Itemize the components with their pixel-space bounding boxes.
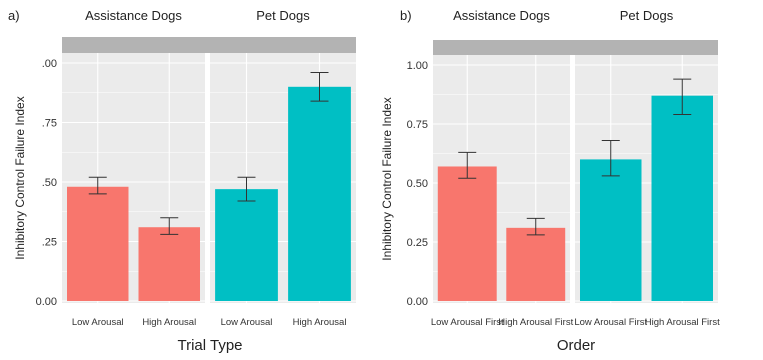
facet-title: Assistance Dogs [453, 8, 550, 23]
category-label: Low Arousal [221, 317, 273, 328]
category-label: High Arousal First [498, 317, 573, 328]
category-label: High Arousal [293, 317, 347, 328]
bar [215, 189, 278, 301]
y-tick-label: .25 [42, 237, 57, 249]
y-axis-title: Inhibitory Control Failure Index [13, 96, 27, 259]
y-tick-label: 0.00 [407, 296, 428, 308]
y-tick-label: 0.25 [407, 237, 428, 249]
x-axis-title: Trial Type [177, 337, 242, 354]
facet-title: Assistance Dogs [85, 8, 182, 23]
x-axis-title: Order [557, 337, 595, 354]
y-tick-label: 0.75 [407, 119, 428, 131]
category-label: Low Arousal [72, 317, 124, 328]
bar [437, 166, 497, 301]
y-tick-label: .00 [42, 58, 57, 70]
category-label: High Arousal [142, 317, 196, 328]
y-tick-label: 0.50 [407, 178, 428, 190]
y-tick-label: .50 [42, 177, 57, 189]
bar [138, 227, 200, 301]
bar [651, 95, 713, 302]
y-tick-label: 0.00 [36, 296, 57, 308]
facet-strip [433, 40, 718, 55]
bar [288, 86, 351, 301]
bar [67, 186, 129, 301]
y-tick-label: 1.00 [407, 60, 428, 72]
bar [506, 227, 566, 301]
panel-label: b) [400, 8, 412, 23]
y-tick-label: .75 [42, 118, 57, 130]
facet-title: Pet Dogs [256, 8, 310, 23]
facet-title: Pet Dogs [620, 8, 674, 23]
y-axis-title: Inhibitory Control Failure Index [380, 97, 394, 260]
bar [580, 159, 642, 301]
facet-strip [62, 37, 356, 53]
category-label: Low Arousal First [431, 317, 504, 328]
panel-label: a) [8, 8, 20, 23]
category-label: Low Arousal First [574, 317, 647, 328]
category-label: High Arousal First [645, 317, 720, 328]
